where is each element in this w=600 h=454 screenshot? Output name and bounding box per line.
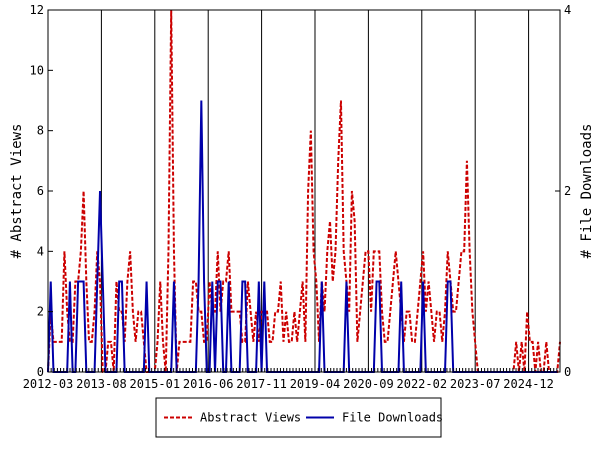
x-tick-label: 2024-12 — [503, 377, 554, 391]
file-downloads-line — [47, 100, 558, 373]
legend-label-file-downloads: File Downloads — [342, 411, 443, 425]
x-tick-label: 2019-04 — [290, 377, 341, 391]
y-left-tick-label: 8 — [37, 124, 44, 138]
y-left-tick-label: 12 — [30, 3, 44, 17]
legend-box — [155, 397, 442, 438]
x-tick-label: 2020-09 — [343, 377, 394, 391]
x-tick-label: 2016-06 — [183, 377, 234, 391]
y-right-tick-label: 4 — [564, 3, 571, 17]
y-left-axis-title: # Abstract Views — [9, 124, 25, 259]
y-left-tick-label: 4 — [37, 244, 44, 258]
x-tick-label: 2022-02 — [397, 377, 448, 391]
y-left-tick-label: 10 — [30, 63, 44, 77]
y-left-tick-label: 2 — [37, 305, 44, 319]
x-tick-label: 2023-07 — [450, 377, 501, 391]
x-tick-label: 2017-11 — [236, 377, 287, 391]
y-right-tick-label: 2 — [564, 184, 571, 198]
y-right-tick-label: 0 — [564, 365, 571, 379]
legend-label-abstract-views: Abstract Views — [200, 411, 301, 425]
abstract-views-line — [47, 9, 561, 373]
x-tick-label: 2012-03 — [23, 377, 74, 391]
y-left-tick-label: 6 — [37, 184, 44, 198]
x-tick-label: 2013-08 — [76, 377, 127, 391]
y-left-tick-label: 0 — [37, 365, 44, 379]
y-right-axis-title: # File Downloads — [579, 124, 595, 259]
x-tick-label: 2015-01 — [130, 377, 181, 391]
